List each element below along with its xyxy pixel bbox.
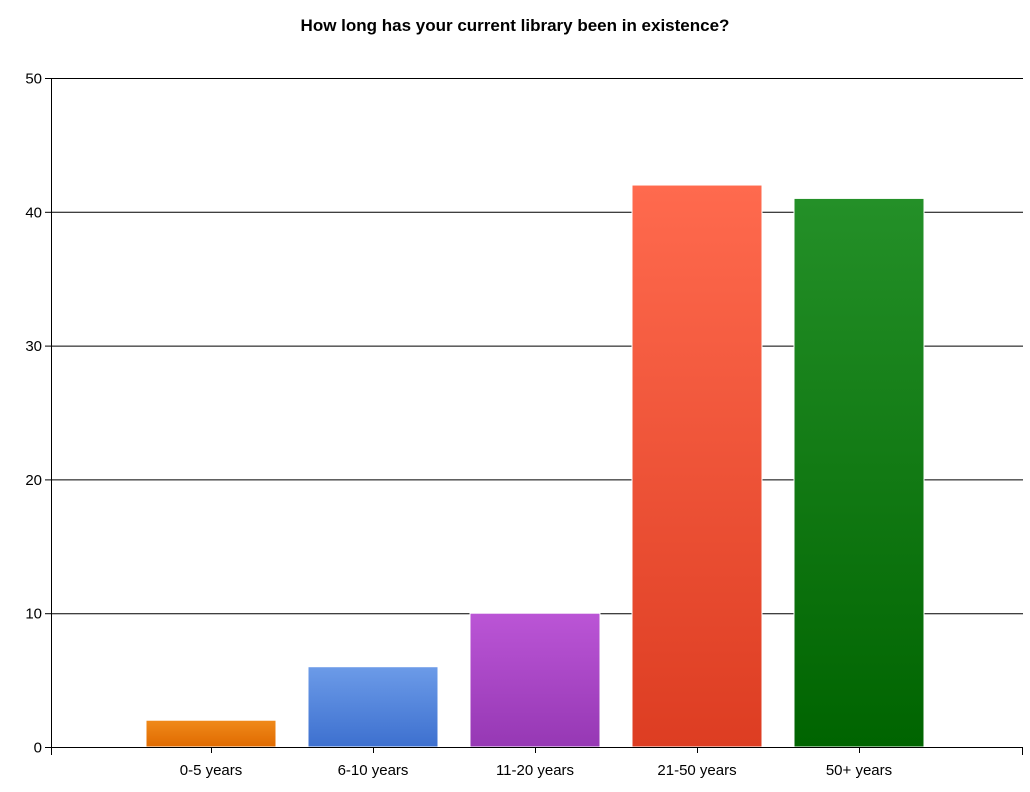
y-tick-label-0: 0 bbox=[34, 740, 42, 757]
bar-50-years bbox=[793, 197, 925, 748]
y-tick-label-50: 50 bbox=[25, 71, 42, 88]
y-tick-label-30: 30 bbox=[25, 338, 42, 355]
bar-6-10-years bbox=[307, 666, 439, 748]
x-tick-label-11-20-years: 11-20 years bbox=[496, 762, 574, 779]
y-tick-label-10: 10 bbox=[25, 606, 42, 623]
axes bbox=[45, 78, 1023, 755]
x-tick-label-50-years: 50+ years bbox=[826, 762, 892, 779]
x-tick-label-21-50-years: 21-50 years bbox=[657, 762, 736, 779]
y-tick-label-40: 40 bbox=[25, 204, 42, 221]
bar-21-50-years bbox=[631, 184, 763, 748]
y-tick-label-20: 20 bbox=[25, 472, 42, 489]
chart-title: How long has your current library been i… bbox=[300, 16, 730, 35]
bar-0-5-years bbox=[145, 719, 277, 748]
x-tick-label-6-10-years: 6-10 years bbox=[338, 762, 409, 779]
bars bbox=[145, 184, 925, 748]
x-tick-label-0-5-years: 0-5 years bbox=[180, 762, 243, 779]
tick-labels: 0 10 20 30 40 50 0-5 years 6-10 years 11-20 year… bbox=[25, 71, 892, 780]
bar-11-20-years bbox=[469, 612, 601, 748]
